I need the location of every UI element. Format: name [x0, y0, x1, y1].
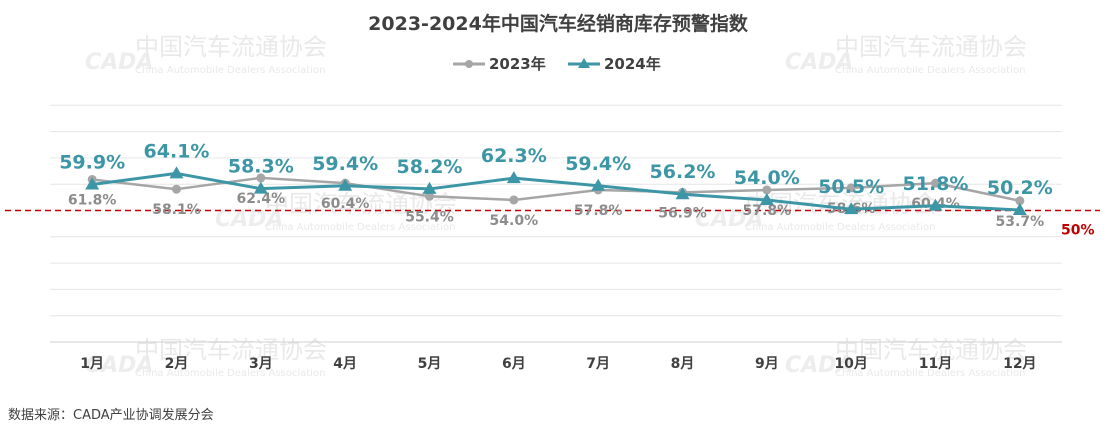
- legend-label: 2024年: [604, 55, 661, 73]
- data-point: [1015, 196, 1025, 206]
- watermark-en: China Automobile Dealers Association: [835, 65, 1025, 76]
- watermark-cn: 中国汽车流通协会: [135, 33, 327, 61]
- x-tick-label: 8月: [671, 356, 695, 372]
- data-point: [169, 166, 184, 179]
- x-tick-label: 12月: [1003, 356, 1036, 372]
- data-label: 51.8%: [903, 173, 969, 195]
- watermark-en: China Automobile Dealers Association: [745, 222, 935, 233]
- watermark-logo: CADA: [85, 50, 153, 75]
- data-label: 50.5%: [818, 176, 884, 198]
- series-0: 61.8% 58.1% 62.4% 60.4% 55.4% 54.0% 57.8% 56.9%…: [68, 173, 1045, 230]
- data-label: 57.8%: [574, 203, 623, 219]
- data-label: 55.4%: [405, 209, 454, 225]
- x-tick-label: 6月: [502, 356, 526, 372]
- data-label: 62.4%: [237, 191, 286, 207]
- data-label: 64.1%: [144, 140, 210, 162]
- x-tick-label: 9月: [755, 356, 779, 372]
- x-tick-label: 1月: [80, 356, 104, 372]
- data-point: [759, 192, 774, 205]
- series-line: [91, 171, 1020, 212]
- x-tick-label: 10月: [834, 356, 867, 372]
- data-point: [509, 195, 519, 205]
- data-point: [506, 171, 521, 184]
- x-tick-label: 11月: [919, 356, 952, 372]
- data-label: 58.1%: [152, 202, 201, 218]
- data-label: 57.8%: [743, 203, 792, 219]
- reference-line-label: 50%: [1061, 223, 1095, 239]
- data-label: 59.9%: [59, 151, 125, 173]
- x-tick-label: 3月: [249, 356, 273, 372]
- legend-marker-circle: [465, 60, 473, 68]
- legend: 2023年 2024年: [453, 55, 661, 73]
- data-label: 56.2%: [650, 161, 716, 183]
- data-label: 60.4%: [321, 196, 370, 212]
- data-point: [85, 177, 100, 190]
- data-point: [425, 191, 434, 201]
- data-label: 59.4%: [312, 153, 378, 175]
- watermark-logo: CADA: [785, 50, 853, 75]
- watermark-en: China Automobile Dealers Association: [835, 368, 1025, 379]
- data-label: 59.4%: [565, 153, 631, 175]
- data-point: [172, 184, 181, 194]
- watermark-logo: CADA: [785, 353, 853, 378]
- data-point: [256, 173, 266, 183]
- legend-item: 2024年: [568, 55, 661, 73]
- legend-item: 2023年: [453, 55, 546, 73]
- data-point: [844, 202, 859, 215]
- x-tick-label: 5月: [418, 356, 442, 372]
- x-axis-ticks: 1月 2月 3月 4月 5月 6月 7月 8月 9月 10月 11月 12月: [80, 356, 1036, 372]
- legend-marker-triangle: [578, 58, 590, 68]
- watermark-cn: 中国汽车流通协会: [745, 190, 937, 218]
- series-line: [92, 176, 1021, 202]
- watermark-en: China Automobile Dealers Association: [135, 65, 325, 76]
- watermark-logo: CADA: [85, 353, 153, 378]
- watermark-en: China Automobile Dealers Association: [135, 368, 325, 379]
- chart-title: 2023-2024年中国汽车经销商库存预警指数: [368, 12, 749, 35]
- x-tick-label: 4月: [333, 356, 357, 372]
- gridlines: [50, 104, 1062, 343]
- data-label: 56.9%: [658, 205, 707, 221]
- data-point: [422, 181, 437, 194]
- data-point: [338, 178, 353, 191]
- data-point: [591, 178, 606, 191]
- series-1: 59.9% 64.1% 58.3% 59.4% 58.2% 62.3% 59.4% 56.2%…: [59, 140, 1053, 215]
- data-label: 53.7%: [996, 214, 1045, 230]
- reference-line-group: 50%: [5, 209, 1100, 239]
- x-tick-label: 2月: [165, 356, 189, 372]
- legend-label: 2023年: [489, 55, 546, 73]
- x-tick-label: 7月: [586, 356, 610, 372]
- data-point: [931, 178, 940, 188]
- data-label: 58.2%: [397, 156, 463, 178]
- watermark-cn: 中国汽车流通协会: [835, 33, 1027, 61]
- source-note: 数据来源：CADA产业协调发展分会: [8, 408, 214, 423]
- data-label: 61.8%: [68, 192, 117, 208]
- watermark-en: China Automobile Dealers Association: [265, 222, 455, 233]
- watermark-cn: 中国汽车流通协会: [835, 336, 1027, 364]
- data-point: [762, 185, 772, 195]
- watermark-cn: 中国汽车流通协会: [135, 336, 327, 364]
- data-point: [928, 198, 943, 211]
- data-label: 58.3%: [228, 156, 294, 178]
- data-point: [253, 181, 268, 194]
- data-point: [846, 183, 856, 193]
- data-point: [675, 187, 690, 200]
- data-label: 54.0%: [734, 167, 800, 189]
- data-label: 62.3%: [481, 145, 547, 167]
- series-layer: 61.8% 58.1% 62.4% 60.4% 55.4% 54.0% 57.8% 56.9%…: [59, 140, 1053, 229]
- data-label: 54.0%: [490, 213, 539, 229]
- data-label: 50.2%: [987, 177, 1053, 199]
- data-point: [1012, 202, 1027, 215]
